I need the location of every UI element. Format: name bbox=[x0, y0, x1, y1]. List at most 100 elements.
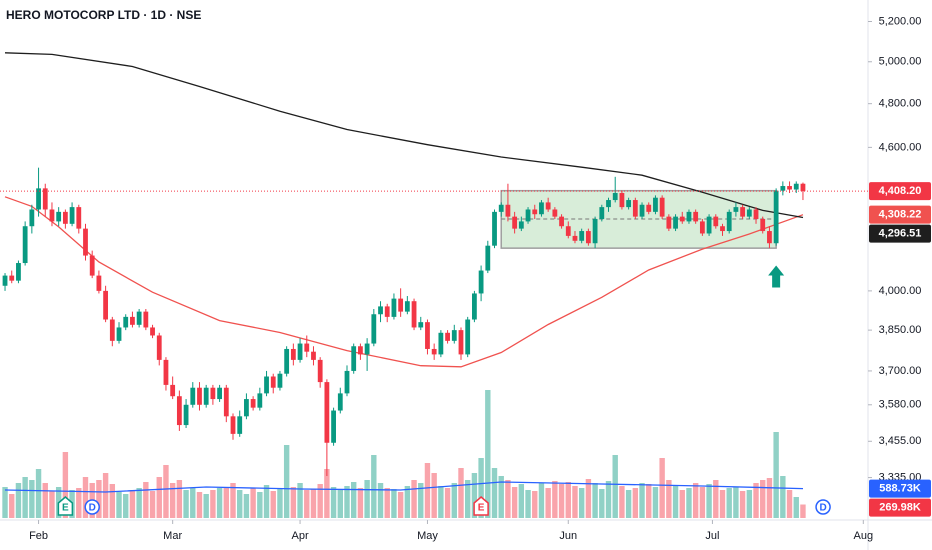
volume-bar bbox=[62, 452, 69, 518]
event-marker bbox=[815, 499, 831, 515]
candle-body bbox=[787, 186, 792, 190]
price-tag-label: 4,408.20 bbox=[879, 185, 922, 197]
candle-body bbox=[431, 348, 437, 355]
volume-bar bbox=[599, 489, 605, 518]
candle-body bbox=[498, 204, 504, 212]
candle-body bbox=[123, 316, 129, 328]
x-tick-label: Apr bbox=[291, 530, 308, 542]
volume-bar bbox=[592, 483, 598, 518]
volume-bar bbox=[116, 492, 122, 518]
candle-body bbox=[230, 416, 236, 434]
y-tick-label: 5,200.00 bbox=[879, 15, 922, 27]
volume-bar bbox=[659, 458, 665, 518]
x-tick-label: Aug bbox=[854, 530, 874, 542]
event-label: E bbox=[478, 503, 485, 514]
volume-bar bbox=[257, 492, 263, 518]
candle-body bbox=[109, 319, 115, 341]
volume-bar bbox=[424, 463, 431, 518]
candle-body bbox=[767, 231, 772, 244]
volume-bar bbox=[565, 482, 571, 518]
candle-body bbox=[130, 316, 135, 325]
volume-bar bbox=[404, 486, 411, 518]
volume-bar bbox=[760, 480, 766, 518]
candle-body bbox=[673, 216, 678, 229]
volume-bar bbox=[169, 483, 176, 518]
candle-body bbox=[626, 200, 632, 208]
candle-body bbox=[585, 231, 591, 244]
candle-body bbox=[445, 332, 450, 341]
candle-body bbox=[358, 346, 363, 355]
candle-body bbox=[612, 193, 618, 201]
candle-body bbox=[780, 186, 786, 191]
volume-bar bbox=[538, 483, 545, 518]
candle-body bbox=[659, 197, 665, 217]
event-marker bbox=[473, 496, 489, 516]
volume-bar bbox=[719, 490, 726, 518]
volume-bar bbox=[49, 491, 55, 518]
candle-body bbox=[572, 235, 578, 241]
candle-body bbox=[190, 387, 196, 405]
candle-body bbox=[565, 226, 571, 236]
candle-body bbox=[639, 204, 645, 217]
volume-bar bbox=[42, 483, 48, 518]
candle-body bbox=[9, 275, 15, 281]
y-tick-label: 3,700.00 bbox=[879, 365, 922, 377]
volume-bar bbox=[297, 483, 303, 518]
candle-body bbox=[337, 393, 343, 411]
volume-bar bbox=[639, 483, 645, 518]
volume-bar bbox=[464, 480, 471, 518]
volume-bar bbox=[243, 494, 250, 518]
volume-bar bbox=[585, 479, 592, 518]
volume-bar bbox=[578, 488, 585, 518]
volume-bar bbox=[351, 482, 357, 518]
event-label: E bbox=[62, 503, 69, 514]
candle-body bbox=[646, 204, 652, 212]
candle-body bbox=[250, 399, 256, 408]
candle-body bbox=[351, 346, 357, 371]
candle-body bbox=[183, 404, 189, 426]
volume-bar bbox=[143, 482, 149, 518]
candle-body bbox=[150, 327, 155, 336]
volume-bar bbox=[377, 483, 384, 518]
candle-body bbox=[492, 211, 497, 246]
candle-body bbox=[773, 190, 779, 244]
volume-bar bbox=[250, 488, 256, 518]
volume-bar bbox=[263, 485, 270, 518]
candle-body bbox=[539, 202, 544, 215]
volume-bar bbox=[109, 484, 116, 518]
candle-body bbox=[49, 209, 55, 222]
volume-bar bbox=[706, 484, 712, 518]
volume-bar bbox=[324, 469, 330, 518]
candle-body bbox=[264, 376, 269, 394]
candle-body bbox=[706, 216, 712, 234]
volume-bar bbox=[277, 489, 283, 518]
volume-bar bbox=[330, 487, 337, 518]
candle-body bbox=[451, 330, 457, 341]
candle-body bbox=[425, 322, 430, 349]
volume-bar bbox=[451, 483, 457, 518]
candle-body bbox=[36, 188, 41, 210]
volume-bar bbox=[491, 468, 498, 518]
candle-body bbox=[244, 399, 249, 417]
x-tick-label: Jul bbox=[705, 530, 719, 542]
candle-body bbox=[156, 335, 162, 360]
volume-bar bbox=[371, 455, 377, 518]
volume-bar bbox=[418, 483, 424, 518]
candle-body bbox=[116, 327, 122, 341]
volume-bar bbox=[123, 494, 129, 518]
volume-bar bbox=[632, 488, 639, 518]
volume-bar bbox=[210, 490, 216, 518]
volume-bar bbox=[619, 486, 625, 518]
candle-body bbox=[391, 298, 397, 317]
y-tick-label: 4,800.00 bbox=[879, 98, 922, 110]
y-tick-label: 4,000.00 bbox=[879, 285, 922, 297]
moving-average-line bbox=[4, 52, 804, 219]
x-tick-label: Jun bbox=[559, 530, 577, 542]
volume-bar bbox=[96, 480, 102, 518]
volume-bar bbox=[223, 487, 230, 518]
candle-body bbox=[666, 216, 672, 229]
volume-bar bbox=[552, 481, 558, 518]
volume-bar bbox=[773, 432, 779, 518]
volume-bar bbox=[545, 488, 551, 518]
